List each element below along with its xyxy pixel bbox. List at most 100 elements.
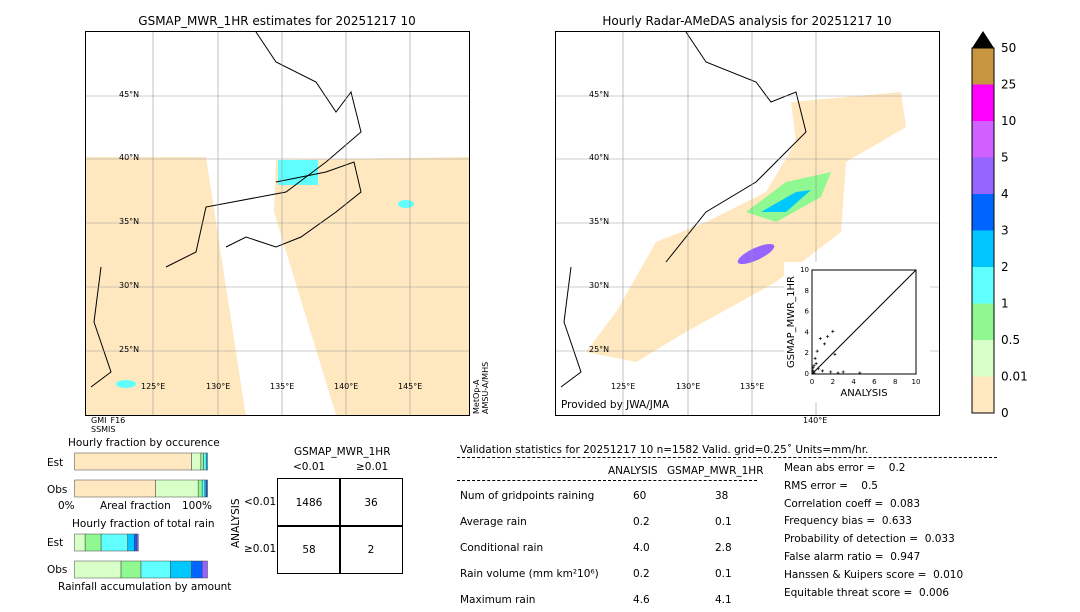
rain-area-blue	[761, 190, 811, 212]
fraction-segment	[203, 452, 207, 471]
colorbar-swatch	[972, 121, 994, 158]
fraction-segment	[205, 452, 208, 471]
fraction-segment	[201, 560, 208, 579]
x-tick-label: 10	[912, 378, 921, 386]
stat-gsmap-value: 4.1	[715, 594, 732, 606]
stat-gsmap-value: 0.1	[715, 568, 732, 580]
score-line: RMS error = 0.5	[784, 479, 878, 492]
side-label-metop: MetOp-A	[472, 379, 481, 414]
stat-analysis-value: 0.2	[633, 516, 650, 528]
colorbar-extend-triangle	[972, 31, 994, 48]
fraction-segment	[136, 533, 139, 552]
cont-row-title: ANALYSIS	[230, 498, 242, 548]
scatter-point	[820, 369, 824, 373]
colorbar-label: 5	[1001, 151, 1009, 165]
colorbar-label: 10	[1001, 114, 1016, 128]
colorbar-swatch	[972, 194, 994, 231]
occ-tick-0: 0%	[58, 500, 75, 512]
lon-label: 135°E	[740, 382, 765, 391]
x-tick-label: 0	[810, 378, 814, 386]
lon-label: 135°E	[270, 382, 295, 391]
colorbar-swatch	[972, 340, 994, 377]
x-tick-label: 2	[831, 378, 835, 386]
colorbar: 0 0.01 0.5 1 2 3 4 5 10 25 50	[971, 31, 1028, 418]
stat-row-label: Num of gridpoints raining	[460, 490, 595, 502]
rain-area-purple	[737, 243, 775, 265]
fraction-segment	[74, 560, 122, 579]
lat-label: 40°N	[119, 153, 140, 162]
rain-title: Hourly fraction of total rain	[72, 518, 215, 530]
scatter-point	[822, 342, 826, 346]
score-line: Correlation coeff = 0.083	[784, 497, 920, 510]
fraction-segment	[155, 479, 199, 498]
colorbar-label: 3	[1001, 224, 1009, 238]
lon-label: 145°E	[398, 382, 423, 391]
lon-label: 130°E	[676, 382, 701, 391]
fraction-segment	[84, 533, 102, 552]
colorbar-swatch	[972, 48, 994, 85]
left-map-svg	[86, 32, 469, 415]
lon-label: 125°E	[141, 382, 166, 391]
fraction-segment	[170, 560, 192, 579]
score-line: Equitable threat score = 0.006	[784, 586, 950, 599]
stat-gsmap-value: 2.8	[715, 542, 732, 554]
left-rain-patch	[116, 380, 136, 388]
coastline	[165, 32, 362, 268]
fraction-segment	[191, 560, 203, 579]
lon-label: 130°E	[206, 382, 231, 391]
fraction-segment	[140, 560, 171, 579]
sensor-labels: GMI F16 SSMIS	[91, 416, 125, 434]
occ-title: Hourly fraction by occurence	[68, 437, 220, 449]
side-label-amsu: AMSU-A/MHS	[481, 361, 490, 414]
x-tick-label: 8	[893, 378, 897, 386]
colorbar-label: 0.5	[1001, 333, 1020, 347]
lon-label: 125°E	[611, 382, 636, 391]
coastline	[90, 266, 112, 388]
right-map-title: Hourly Radar-AMeDAS analysis for 2025121…	[602, 14, 892, 28]
cont-col-0: <0.01	[293, 461, 326, 473]
coastline	[665, 32, 807, 263]
scatter-point	[833, 352, 837, 356]
occ-obs-label: Obs	[47, 484, 68, 496]
scatter-point	[858, 371, 862, 375]
scatter-plot: 00 2 2 4 4 6 6 8 8 10 10 ANALYSIS GSMAP_MWR_1HR	[786, 266, 921, 399]
stats-col-gsmap: GSMAP_MWR_1HR	[667, 465, 764, 477]
fraction-segment	[201, 479, 206, 498]
colorbar-swatch	[972, 303, 994, 340]
x-tick-label: 6	[872, 378, 877, 386]
left-map: 45°N 40°N 35°N 30°N 25°N 125°E 130°E 135°E 140°E…	[85, 31, 470, 416]
y-tick-label: 0	[805, 370, 809, 378]
score-line: Mean abs error = 0.2	[784, 462, 906, 474]
stat-gsmap-value: 0.1	[715, 516, 732, 528]
score-line: Probability of detection = 0.033	[784, 533, 955, 546]
score-line: Frequency bias = 0.633	[784, 515, 912, 528]
stat-row-label: Average rain	[460, 516, 527, 528]
stat-analysis-value: 0.2	[633, 568, 650, 580]
rain-est-label: Est	[47, 537, 64, 549]
sensor-line: GMI F16	[91, 416, 125, 425]
scatter-point	[814, 362, 818, 366]
stats-col-analysis: ANALYSIS	[608, 465, 658, 477]
colorbar-swatch	[972, 157, 994, 194]
rain-bars	[74, 533, 208, 579]
lon-label: 140°E	[803, 416, 828, 425]
colorbar-swatch	[972, 84, 994, 121]
fraction-segment	[74, 452, 192, 471]
cont-row-0: <0.01	[244, 496, 277, 508]
stat-analysis-value: 60	[633, 490, 647, 502]
x-tick-label: 4	[851, 378, 856, 386]
side-label: MetOp-A AMSU-A/MHS	[472, 362, 490, 414]
sensor-ssmis: SSMIS	[91, 425, 116, 434]
right-map-svg	[556, 32, 939, 415]
scatter-inset: 0 0 2 2 4 4 6 6 8 8 10 10 ANALYSIS GSMAP_MWR_1HR	[784, 262, 930, 402]
lat-label: 45°N	[119, 90, 140, 99]
score-line: False alarm ratio = 0.947	[784, 551, 921, 563]
left-swath-east	[274, 157, 469, 415]
colorbar-label: 0.01	[1001, 370, 1028, 384]
colorbar-label: 0	[1001, 406, 1009, 418]
divider	[457, 457, 997, 458]
colorbar-label: 2	[1001, 260, 1009, 274]
cont-row-1: ≥0.01	[244, 543, 277, 555]
score-line: Hanssen & Kuipers score = 0.010	[784, 568, 964, 581]
colorbar-label: 1	[1001, 297, 1009, 311]
